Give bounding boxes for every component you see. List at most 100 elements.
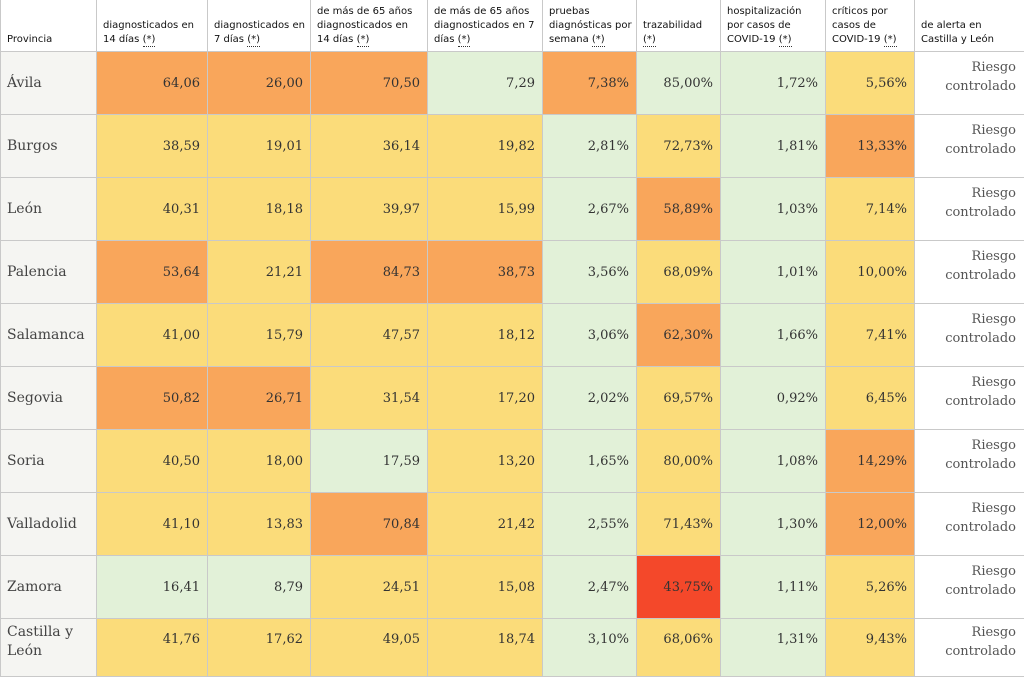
value-cell: 62,30% [637,304,721,367]
value-cell: 15,99 [428,178,543,241]
value-cell: 1,08% [721,430,826,493]
province-cell: Segovia [1,367,97,430]
alert-status-cell: Riesgo controlado [915,178,1024,241]
value-cell: 68,06% [637,619,721,677]
info-marker[interactable]: (*) [643,34,656,47]
value-cell: 2,81% [543,115,637,178]
value-cell: 3,06% [543,304,637,367]
value-cell: 21,42 [428,493,543,556]
info-marker[interactable]: (*) [884,34,897,47]
value-cell: 38,59 [97,115,208,178]
value-cell: 6,45% [826,367,915,430]
value-cell: 3,10% [543,619,637,677]
value-cell: 68,09% [637,241,721,304]
info-marker[interactable]: (*) [247,34,260,47]
info-marker[interactable]: (*) [357,34,370,47]
value-cell: 12,00% [826,493,915,556]
value-cell: 41,10 [97,493,208,556]
province-cell: Valladolid [1,493,97,556]
value-cell: 1,11% [721,556,826,619]
value-cell: 2,47% [543,556,637,619]
value-cell: 47,57 [311,304,428,367]
value-cell: 41,00 [97,304,208,367]
value-cell: 18,74 [428,619,543,677]
info-marker[interactable]: (*) [592,34,605,47]
value-cell: 19,01 [208,115,311,178]
value-cell: 15,79 [208,304,311,367]
alert-status-cell: Riesgo controlado [915,430,1024,493]
value-cell: 70,84 [311,493,428,556]
value-cell: 8,79 [208,556,311,619]
province-cell: Zamora [1,556,97,619]
value-cell: 18,00 [208,430,311,493]
value-cell: 15,08 [428,556,543,619]
province-cell: Ávila [1,52,97,115]
value-cell: 19,82 [428,115,543,178]
alert-status-cell: Riesgo controlado [915,52,1024,115]
province-cell: Castilla y León [1,619,97,677]
info-marker[interactable]: (*) [143,34,156,47]
value-cell: 2,02% [543,367,637,430]
header-hospitalization: hospitalización por casos de COVID-19 (*… [721,0,826,52]
value-cell: 18,18 [208,178,311,241]
value-cell: 5,26% [826,556,915,619]
value-cell: 72,73% [637,115,721,178]
value-cell: 39,97 [311,178,428,241]
info-marker[interactable]: (*) [458,34,471,47]
value-cell: 69,57% [637,367,721,430]
value-cell: 2,67% [543,178,637,241]
value-cell: 31,54 [311,367,428,430]
value-cell: 3,56% [543,241,637,304]
header-alert-level: de alerta en Castilla y León [915,0,1024,52]
alert-status-cell: Riesgo controlado [915,115,1024,178]
header-province: Provincia [1,0,97,52]
value-cell: 40,31 [97,178,208,241]
value-cell: 1,65% [543,430,637,493]
value-cell: 16,41 [97,556,208,619]
info-marker[interactable]: (*) [779,34,792,47]
header-traceability: trazabilidad (*) [637,0,721,52]
value-cell: 2,55% [543,493,637,556]
value-cell: 84,73 [311,241,428,304]
value-cell: 1,66% [721,304,826,367]
value-cell: 10,00% [826,241,915,304]
value-cell: 18,12 [428,304,543,367]
value-cell: 36,14 [311,115,428,178]
value-cell: 13,33% [826,115,915,178]
value-cell: 26,71 [208,367,311,430]
value-cell: 7,14% [826,178,915,241]
value-cell: 64,06 [97,52,208,115]
header-cases-14d: diagnosticados en 14 días (*) [97,0,208,52]
value-cell: 1,03% [721,178,826,241]
value-cell: 40,50 [97,430,208,493]
value-cell: 21,21 [208,241,311,304]
province-cell: Burgos [1,115,97,178]
value-cell: 7,29 [428,52,543,115]
value-cell: 14,29% [826,430,915,493]
value-cell: 13,20 [428,430,543,493]
value-cell: 1,81% [721,115,826,178]
value-cell: 50,82 [97,367,208,430]
value-cell: 26,00 [208,52,311,115]
value-cell: 1,30% [721,493,826,556]
value-cell: 7,38% [543,52,637,115]
value-cell: 58,89% [637,178,721,241]
value-cell: 7,41% [826,304,915,367]
value-cell: 13,83 [208,493,311,556]
value-cell: 70,50 [311,52,428,115]
value-cell: 43,75% [637,556,721,619]
value-cell: 49,05 [311,619,428,677]
header-cases-7d: diagnosticados en 7 días (*) [208,0,311,52]
value-cell: 24,51 [311,556,428,619]
value-cell: 9,43% [826,619,915,677]
header-positivity: pruebas diagnósticas por semana (*) [543,0,637,52]
